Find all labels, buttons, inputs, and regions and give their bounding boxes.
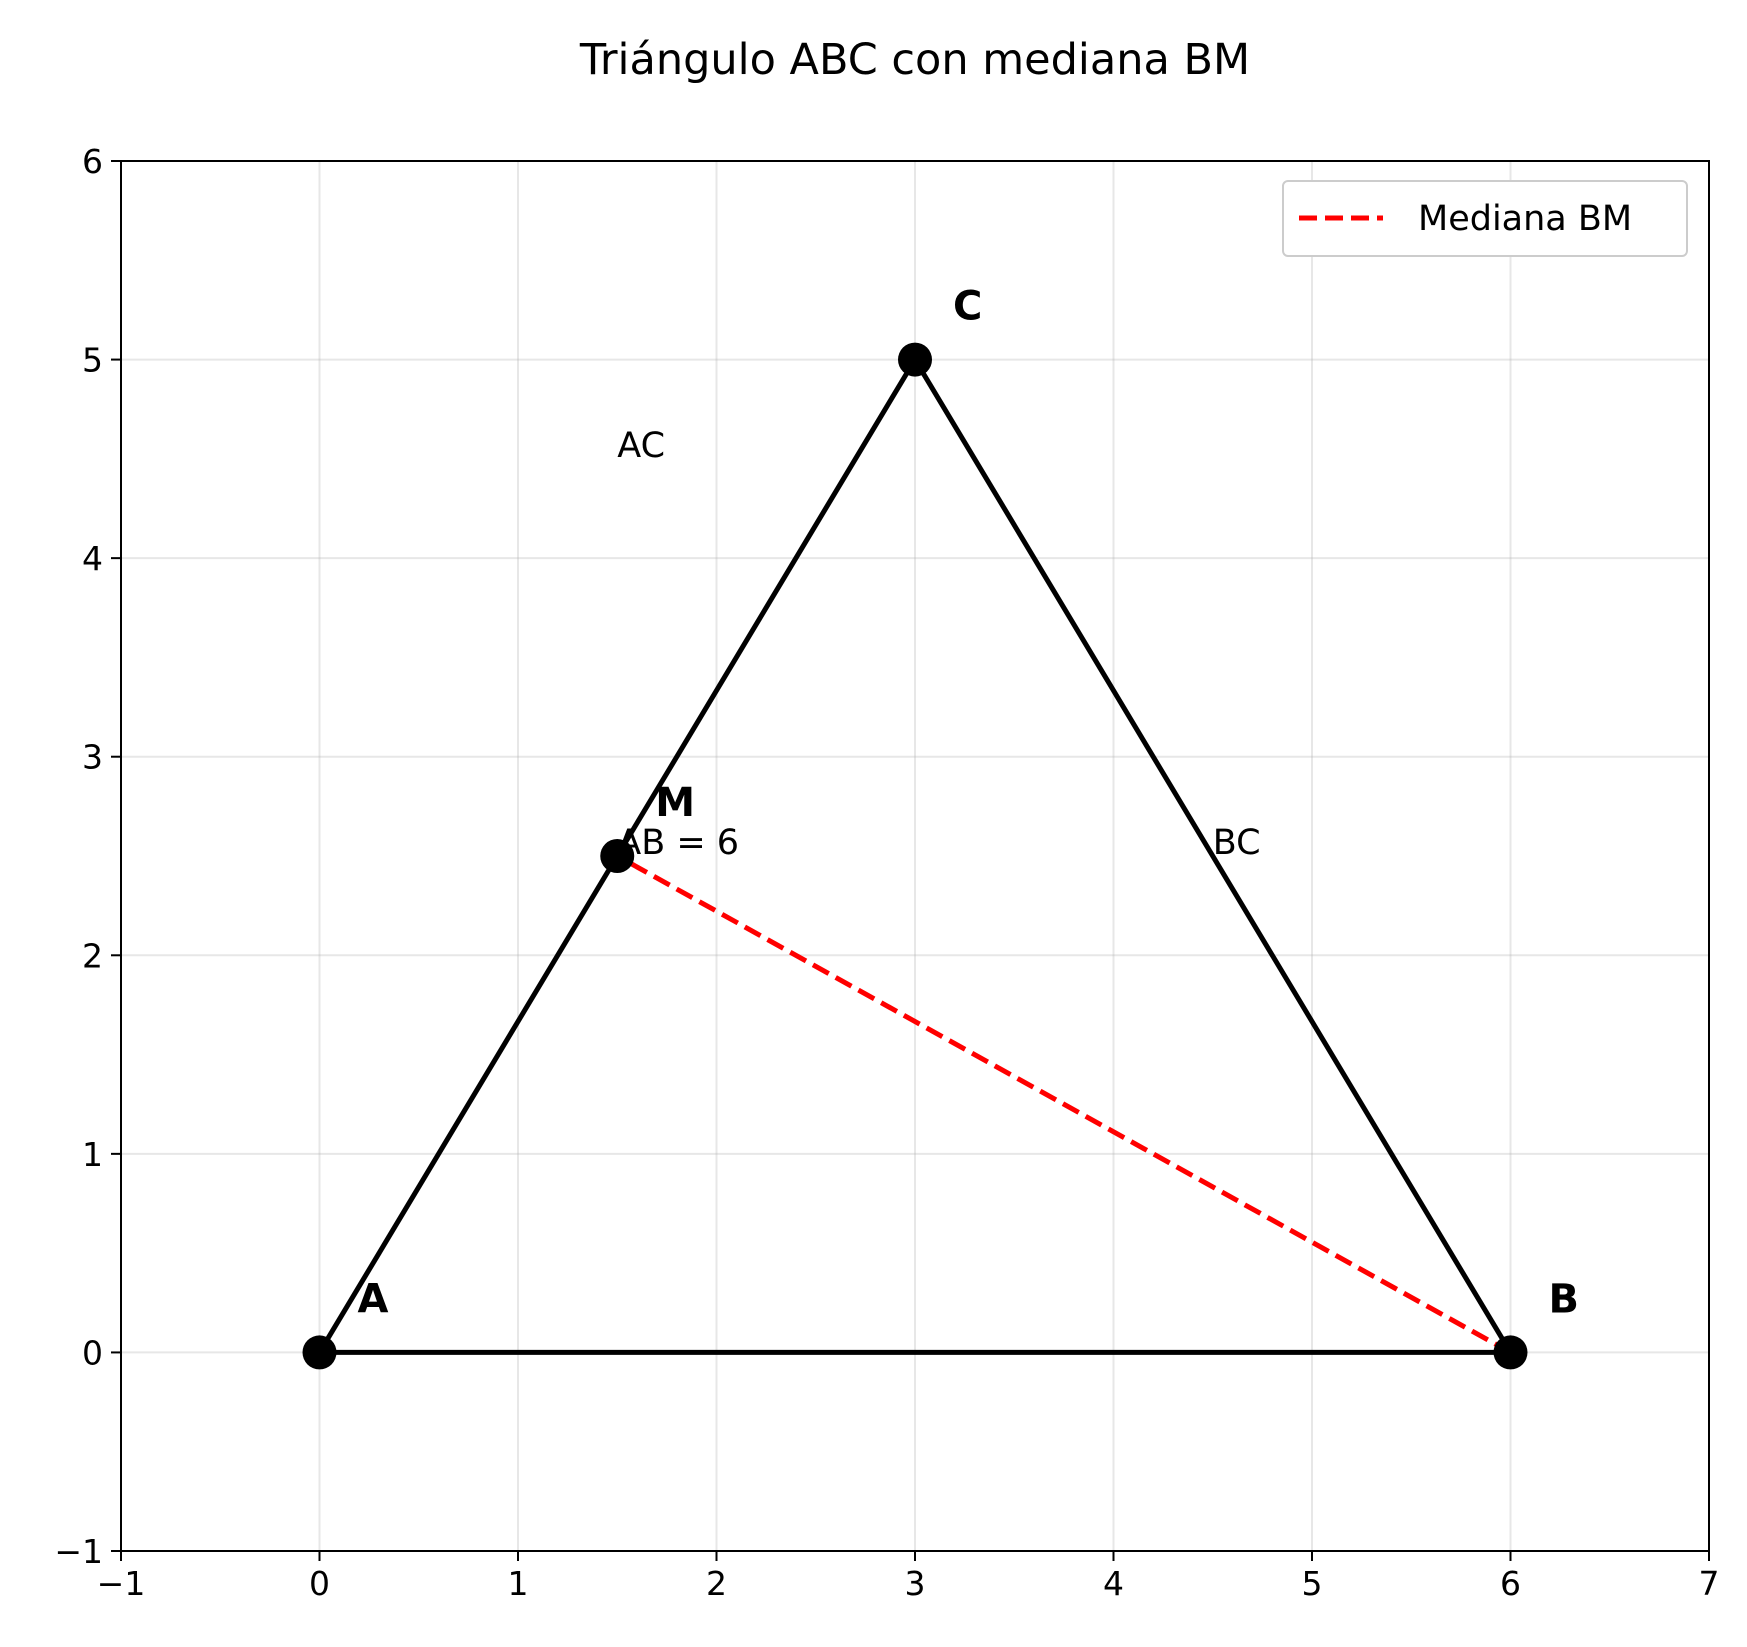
y-tick-label: 4 <box>82 539 103 578</box>
legend-box <box>1282 180 1688 257</box>
x-tick-label: 0 <box>309 1564 330 1603</box>
segment-length-label: AB = 6 <box>617 823 739 863</box>
x-tick-label: 2 <box>706 1564 727 1603</box>
vertex-point-M <box>600 839 635 873</box>
legend: Mediana BM <box>1282 180 1688 257</box>
vertex-point-C <box>898 342 932 377</box>
vertex-point-A <box>302 1335 337 1370</box>
y-tick-label: 0 <box>82 1333 103 1372</box>
x-tick-label: 5 <box>1302 1564 1323 1603</box>
axis-ticks: −1 0 1 2 3 4 5 6 7 −1 0 1 2 3 4 5 6 <box>54 142 1719 1603</box>
plot-area-frame <box>120 160 1710 1552</box>
y-tick-label: 5 <box>82 341 103 380</box>
vertex-label-M: M <box>655 780 695 826</box>
triangle-segments <box>317 358 1513 1355</box>
vertex-label-C: C <box>953 284 982 330</box>
legend-entry-label: Mediana BM <box>1418 199 1632 239</box>
x-tick-label: 6 <box>1500 1564 1521 1603</box>
segment-length-label: AC <box>617 426 665 466</box>
x-tick-label: −1 <box>97 1564 146 1603</box>
segment-BC <box>912 358 1513 1354</box>
x-tick-label: 1 <box>508 1564 529 1603</box>
y-tick-label: −1 <box>54 1532 103 1571</box>
chart-title: Triángulo ABC con mediana BM <box>579 35 1250 85</box>
annotations: AB = 6 AC BC <box>617 426 1260 863</box>
vertex-label-B: B <box>1549 1276 1580 1322</box>
segment-BM <box>616 853 1512 1355</box>
x-tick-label: 4 <box>1103 1564 1124 1603</box>
y-tick-label: 6 <box>82 142 103 181</box>
y-tick-label: 3 <box>82 738 103 777</box>
x-tick-label: 7 <box>1699 1564 1720 1603</box>
y-tick-label: 2 <box>82 936 103 975</box>
vertex-point-B <box>1493 1335 1528 1370</box>
y-tick-label: 1 <box>82 1135 103 1174</box>
vertex-label-A: A <box>358 1276 389 1322</box>
segment-length-label: BC <box>1213 823 1261 863</box>
x-tick-label: 3 <box>905 1564 926 1603</box>
vertex-points: A BCM <box>302 284 1580 1370</box>
